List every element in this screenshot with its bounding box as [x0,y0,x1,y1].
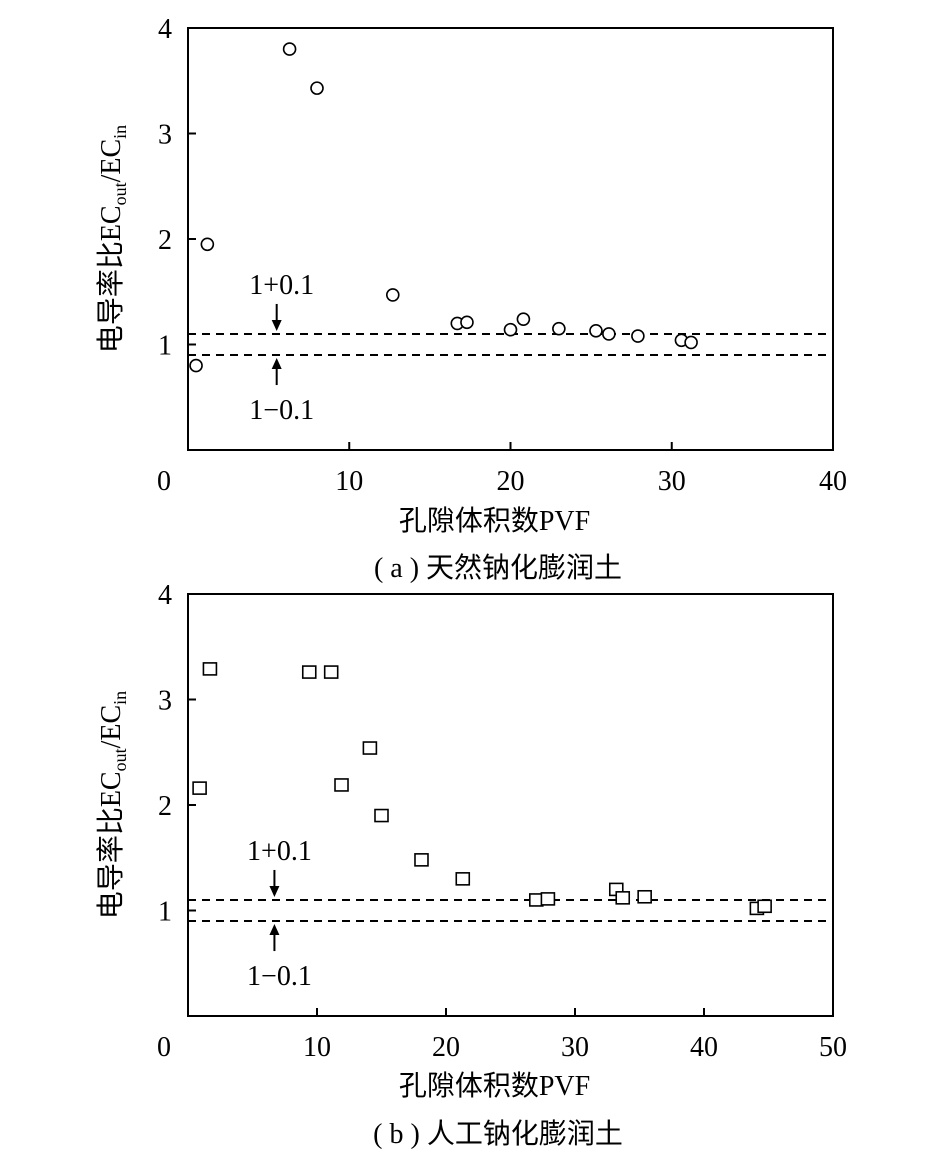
annotation-lower: 1−0.1 [247,961,312,992]
data-point [684,335,698,350]
chart-panel-a: 0 10 20 30 40 1 2 3 4 1+0.1 1−0.1 孔隙体积数PVF 电导率比ECout… [95,14,847,584]
data-point [374,808,389,823]
data-point [362,741,378,755]
annotation-upper: 1+0.1 [247,836,312,867]
y-tick-label: 3 [158,686,172,717]
data-point [757,899,772,914]
data-point [192,781,207,795]
figure-caption: ( a ) 天然钠化膨润土 [374,552,622,584]
x-tick-label: 30 [561,1032,589,1063]
data-point [602,327,616,341]
plot-frame [187,27,834,451]
y-axis-label: 电导率比ECout/ECin [95,691,130,919]
data-point [189,358,203,373]
data-point [460,315,474,330]
data-point [589,323,603,338]
x-tick-label: 50 [819,1032,847,1063]
data-point [631,329,645,343]
x-tick-label: 20 [432,1032,460,1063]
data-point [310,81,324,95]
data-point [552,321,566,336]
upper-arrow-head [271,319,282,331]
y-tick-label: 4 [158,580,172,611]
annotation-upper: 1+0.1 [249,270,314,301]
x-tick-label: 10 [303,1032,331,1063]
y-axis-label-mid: /EC [96,705,127,749]
y-axis-label-sub2: in [110,125,130,139]
y-axis-label-main: 电导率比EC [95,771,127,919]
data-point [414,853,429,867]
x-axis-label: 孔隙体积数PVF [399,505,590,537]
data-point [323,665,339,679]
data-point [516,312,531,326]
figure-caption: ( b ) 人工钠化膨润土 [373,1118,623,1150]
data-point [301,665,317,679]
y-axis-label-sub2: in [110,691,130,705]
x-tick-label: 10 [335,466,363,497]
data-point [540,892,556,906]
x-tick-label: 20 [497,466,525,497]
data-point [200,237,215,252]
lower-arrow-head [271,358,282,370]
upper-arrow-head [269,885,280,897]
data-point [334,778,349,792]
y-axis-label-mid: /EC [96,139,127,183]
data-point [385,288,400,302]
x-tick-label: 0 [157,1032,171,1063]
chart-panel-b: 0 10 20 30 40 50 1 2 3 4 1+0.1 1−0.1 孔隙体积数PVF 电导率比ECo… [95,580,847,1150]
y-tick-label: 2 [158,225,172,256]
x-tick-label: 40 [690,1032,718,1063]
y-tick-label: 4 [158,14,172,45]
data-point [202,662,218,676]
x-tick-label: 0 [157,466,171,497]
y-tick-label: 3 [158,120,172,151]
data-point [637,889,652,904]
data-point [503,322,518,337]
data-point [455,872,471,886]
y-axis-label-main: 电导率比EC [95,205,127,353]
y-axis-label-sub1: out [110,182,130,205]
x-tick-label: 30 [658,466,686,497]
y-axis-label-sub1: out [110,748,130,771]
x-axis-label: 孔隙体积数PVF [399,1070,590,1102]
y-tick-label: 1 [158,897,172,928]
data-point [615,891,631,905]
lower-arrow-head [269,924,280,936]
y-tick-label: 2 [158,791,172,822]
y-tick-label: 1 [158,331,172,362]
data-point [282,42,297,56]
y-axis-label: 电导率比ECout/ECin [95,125,130,353]
x-tick-label: 40 [819,466,847,497]
plot-frame [187,593,834,1017]
annotation-lower: 1−0.1 [249,395,314,426]
